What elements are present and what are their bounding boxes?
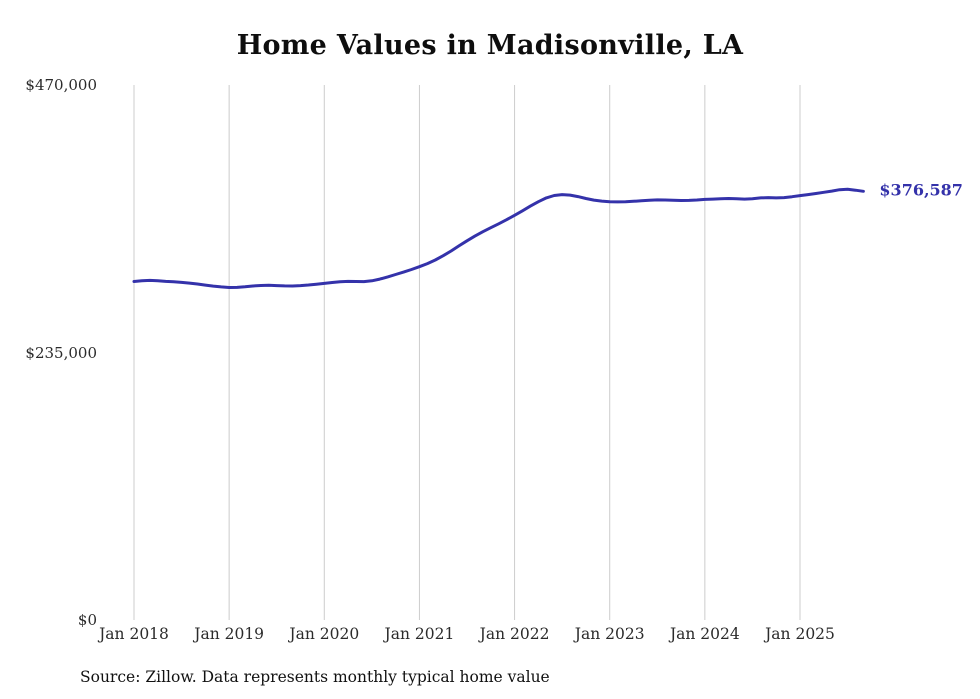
x-axis-tick-label: Jan 2020 [289,625,360,643]
value-line [132,187,865,289]
current-value-label: $376,587 [879,180,963,200]
x-axis-tick-label: Jan 2023 [574,625,645,643]
x-axis-tick-label: Jan 2019 [194,625,265,643]
chart-title: Home Values in Madisonville, LA [236,30,744,61]
y-axis-tick-label: $235,000 [25,343,97,362]
x-axis-tick-label: Jan 2021 [384,625,455,643]
x-axis-tick-label: Jan 2022 [479,625,550,643]
source-note: Source: Zillow. Data represents monthly … [80,668,550,686]
x-axis-tick-label: Jan 2024 [669,625,740,643]
y-axis-tick-label: $0 [77,611,97,629]
x-axis-tick-label: Jan 2018 [99,625,169,643]
x-axis-tick-label: Jan 2025 [765,625,835,643]
y-axis-tick-label: $470,000 [25,76,97,94]
